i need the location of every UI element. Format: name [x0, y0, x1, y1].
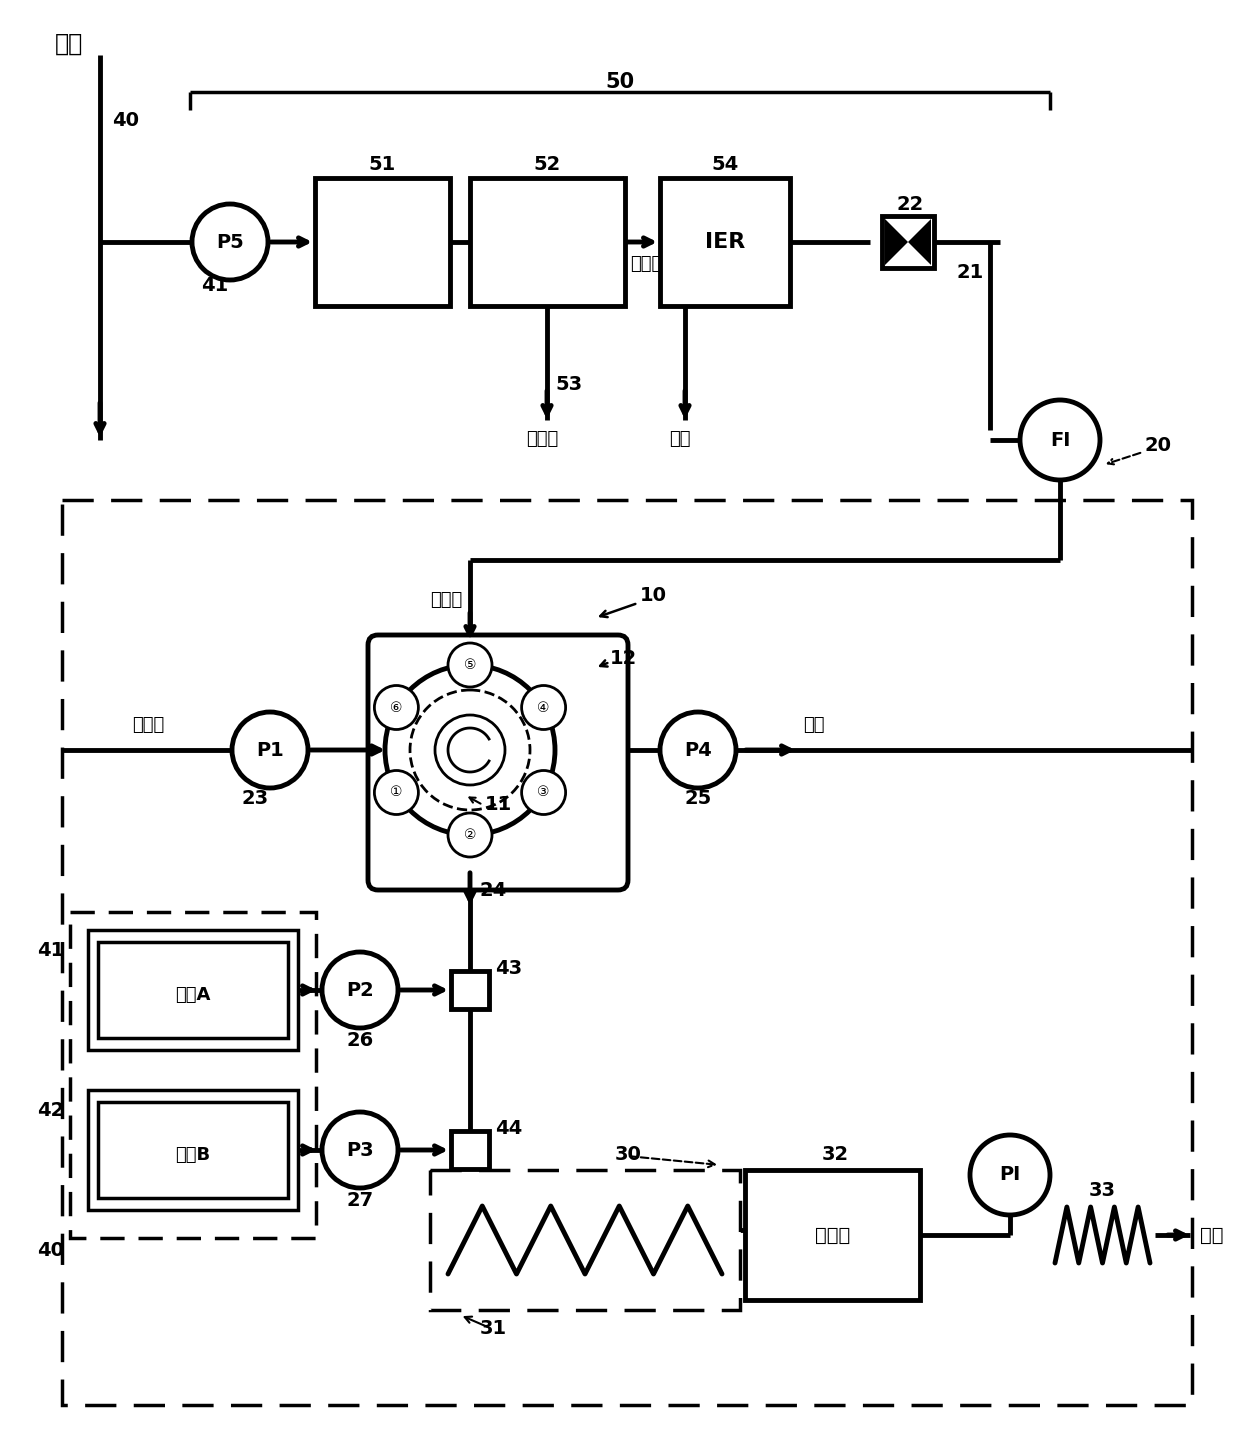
Text: 32: 32	[822, 1145, 849, 1164]
Text: IER: IER	[704, 232, 745, 252]
Text: ③: ③	[537, 785, 549, 800]
Text: 浓缩水: 浓缩水	[526, 429, 558, 448]
Circle shape	[192, 205, 268, 280]
Text: ⑤: ⑤	[464, 657, 476, 672]
Bar	[98, 1101, 288, 1199]
Bar	[88, 1090, 298, 1210]
FancyBboxPatch shape	[368, 636, 627, 889]
Bar	[315, 178, 450, 306]
Circle shape	[522, 685, 565, 730]
Bar	[98, 942, 288, 1037]
Circle shape	[970, 1135, 1050, 1214]
Circle shape	[384, 665, 556, 834]
Text: ⑥: ⑥	[391, 701, 403, 714]
Circle shape	[374, 685, 418, 730]
Circle shape	[322, 1111, 398, 1188]
Text: 21: 21	[956, 263, 983, 281]
Polygon shape	[885, 219, 908, 266]
Bar	[745, 1170, 920, 1300]
Text: 41: 41	[201, 276, 228, 295]
Bar	[69, 913, 316, 1238]
Text: 渗透水: 渗透水	[630, 255, 662, 273]
Text: P5: P5	[216, 232, 244, 251]
Text: 22: 22	[897, 194, 924, 213]
Circle shape	[448, 643, 492, 686]
Text: 检测器: 检测器	[815, 1226, 851, 1245]
Bar	[660, 178, 790, 306]
Text: 31: 31	[480, 1319, 507, 1338]
Text: 24: 24	[480, 881, 507, 900]
Text: 30: 30	[615, 1145, 642, 1164]
Text: 12: 12	[610, 649, 637, 667]
Text: 23: 23	[242, 788, 269, 808]
Text: 54: 54	[712, 154, 739, 174]
Circle shape	[448, 813, 492, 858]
Bar	[882, 216, 934, 268]
Text: 40: 40	[112, 110, 139, 129]
Text: P3: P3	[346, 1140, 373, 1159]
Text: 原水: 原水	[55, 32, 83, 57]
Circle shape	[522, 770, 565, 814]
Bar	[451, 971, 489, 1008]
Bar	[62, 501, 1192, 1405]
Circle shape	[322, 952, 398, 1027]
Text: 排水: 排水	[804, 715, 825, 734]
Text: PI: PI	[999, 1165, 1021, 1184]
Text: P2: P2	[346, 981, 374, 1000]
Text: 50: 50	[605, 73, 635, 91]
Text: 43: 43	[495, 959, 522, 978]
Text: 11: 11	[485, 795, 512, 814]
Text: 33: 33	[1089, 1181, 1116, 1200]
Text: ①: ①	[391, 785, 403, 800]
Text: ②: ②	[464, 829, 476, 842]
Text: 51: 51	[368, 154, 396, 174]
Text: ④: ④	[537, 701, 549, 714]
Text: P1: P1	[257, 740, 284, 759]
Bar	[88, 930, 298, 1051]
Circle shape	[435, 715, 505, 785]
Text: 52: 52	[533, 154, 560, 174]
Text: 样品水: 样品水	[430, 591, 463, 609]
Text: 排水: 排水	[670, 429, 691, 448]
Circle shape	[232, 712, 308, 788]
Text: 26: 26	[346, 1030, 373, 1049]
Polygon shape	[908, 219, 931, 266]
Bar	[451, 1130, 489, 1170]
Text: 44: 44	[495, 1120, 522, 1139]
Text: 试剂A: 试剂A	[175, 987, 211, 1004]
Text: 排液: 排液	[1200, 1226, 1224, 1245]
Text: 53: 53	[556, 376, 582, 395]
Text: 25: 25	[684, 788, 712, 808]
Circle shape	[660, 712, 737, 788]
Text: 10: 10	[640, 586, 667, 605]
Bar	[430, 1170, 740, 1310]
Text: 20: 20	[1145, 435, 1172, 454]
Text: FI: FI	[1050, 431, 1070, 450]
Text: P4: P4	[684, 740, 712, 759]
Text: 40: 40	[37, 1241, 64, 1259]
Text: 试剂B: 试剂B	[175, 1146, 211, 1164]
Circle shape	[374, 770, 418, 814]
Bar	[470, 178, 625, 306]
Text: 27: 27	[346, 1190, 373, 1210]
Text: 载体水: 载体水	[131, 715, 164, 734]
Text: 41: 41	[37, 940, 64, 959]
Text: 42: 42	[37, 1100, 64, 1120]
Circle shape	[1021, 400, 1100, 480]
